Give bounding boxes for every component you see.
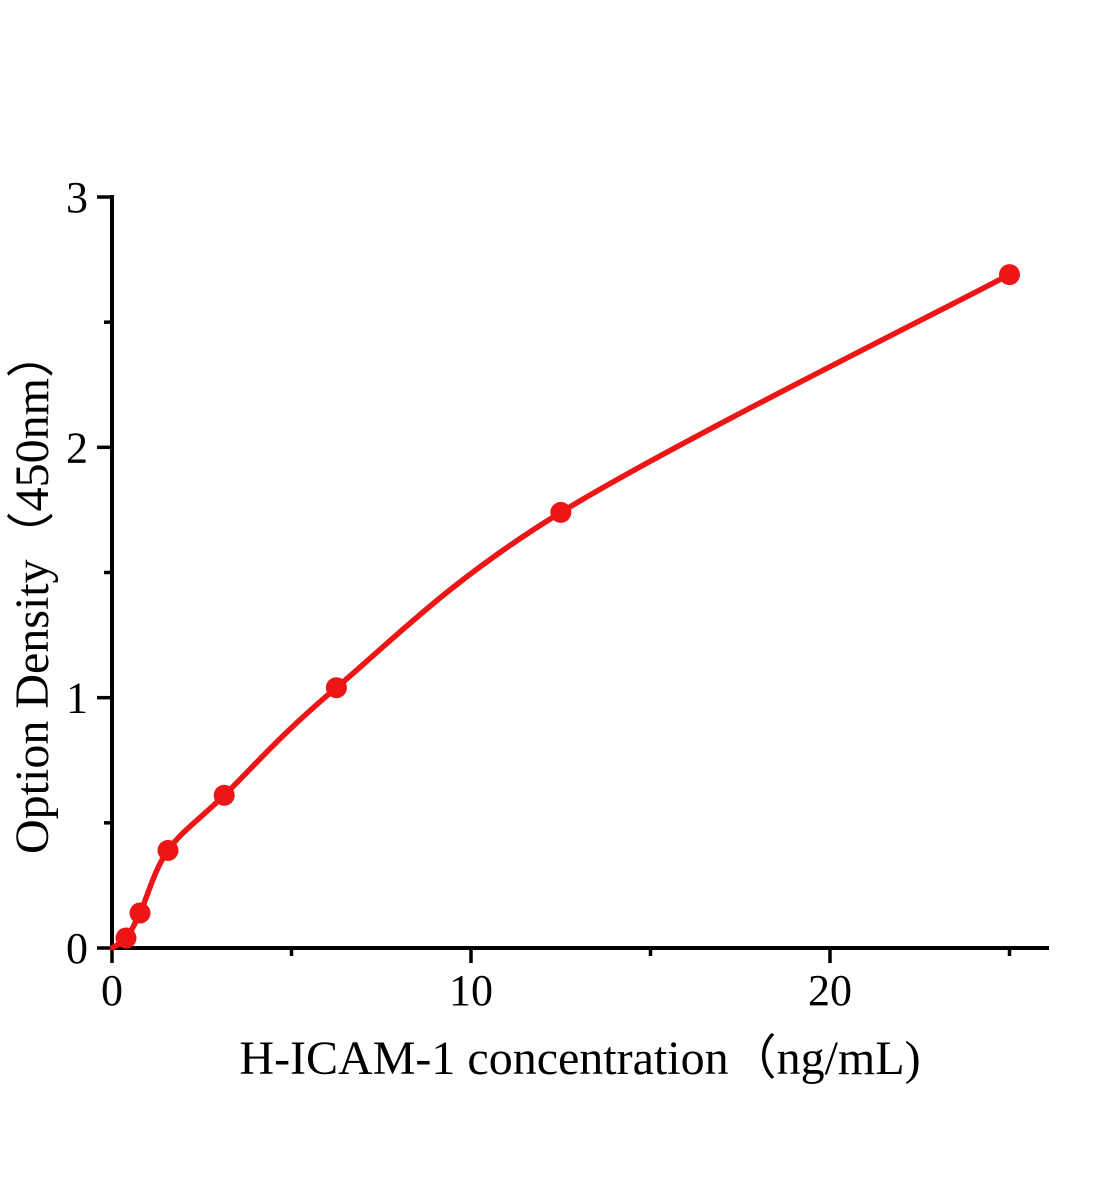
y-tick-label: 3 xyxy=(66,173,88,222)
standard-curve-series xyxy=(110,264,1020,950)
data-point-marker xyxy=(129,902,151,924)
y-axis: 0 1 2 3 xyxy=(66,173,114,973)
x-tick-label: 10 xyxy=(449,966,493,1015)
data-point-marker xyxy=(550,501,572,523)
x-tick-label: 20 xyxy=(808,966,852,1015)
fit-curve xyxy=(110,270,1014,950)
y-tick-label: 2 xyxy=(66,423,88,472)
data-point-marker xyxy=(325,677,347,699)
y-tick-label: 0 xyxy=(66,924,88,973)
x-axis-tick-labels: 0 10 20 xyxy=(101,966,852,1015)
x-axis: 0 10 20 xyxy=(101,946,1049,1015)
x-axis-ticks xyxy=(110,948,1012,963)
data-point-marker xyxy=(213,784,235,806)
data-points xyxy=(115,264,1020,949)
x-tick-label: 0 xyxy=(101,966,123,1015)
y-axis-tick-labels: 0 1 2 3 xyxy=(66,173,88,973)
y-axis-title: Option Density（450nm） xyxy=(6,330,59,854)
data-point-marker xyxy=(115,927,137,949)
x-axis-title: H-ICAM-1 concentration（ng/mL) xyxy=(239,1032,920,1085)
y-axis-ticks xyxy=(97,195,112,950)
data-point-marker xyxy=(157,839,179,861)
y-tick-label: 1 xyxy=(66,674,88,723)
data-point-marker xyxy=(999,264,1020,286)
